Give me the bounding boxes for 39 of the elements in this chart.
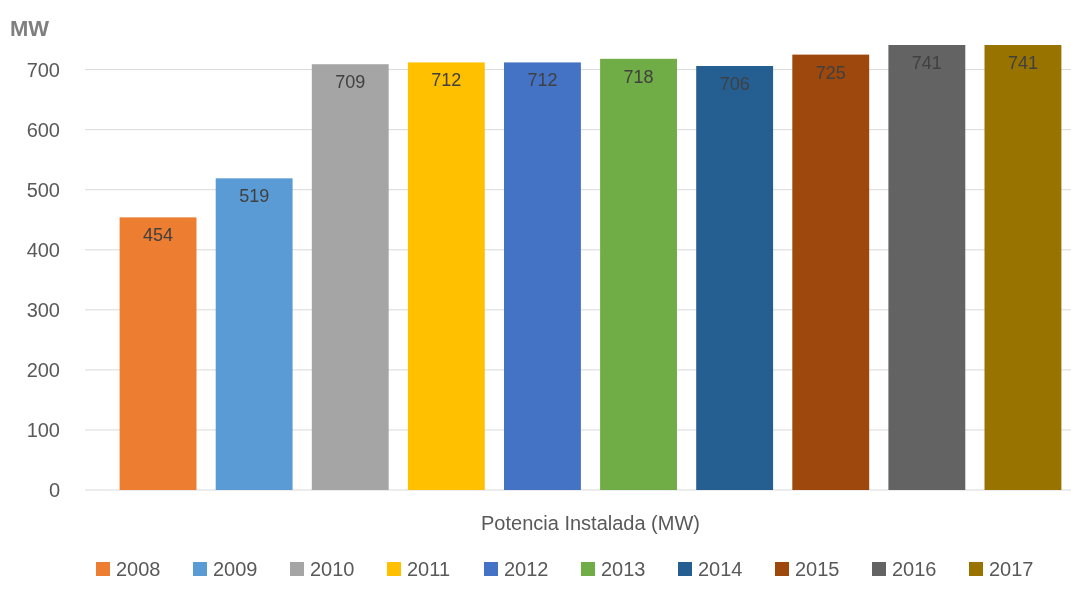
bar [792, 54, 870, 490]
data-label: 454 [143, 225, 174, 246]
data-label: 712 [431, 70, 462, 91]
y-tick-label: 300 [26, 298, 60, 321]
y-tick-label: 100 [26, 418, 60, 441]
bar [407, 62, 485, 490]
legend-label: 2015 [795, 558, 840, 580]
y-tick-label: 400 [26, 238, 60, 261]
bar [696, 66, 774, 490]
bar [215, 178, 293, 490]
y-tick-label: 500 [26, 178, 60, 201]
data-label: 725 [815, 62, 846, 83]
legend-label: 2011 [407, 558, 451, 580]
y-axis-title: MW [10, 16, 50, 41]
bar [504, 62, 581, 490]
legend-label: 2017 [989, 558, 1034, 580]
legend-label: 2016 [892, 558, 937, 580]
bar [888, 45, 966, 490]
data-label: 741 [1007, 53, 1038, 73]
x-tick-label: Potencia Instalada (MW) [481, 512, 700, 534]
bar [311, 64, 389, 490]
data-label: 718 [623, 66, 654, 87]
legend-label: 2010 [310, 558, 355, 580]
data-label: 709 [335, 72, 366, 93]
y-tick-label: 0 [48, 479, 60, 501]
y-tick-label: 200 [26, 358, 60, 381]
data-label: 706 [719, 74, 750, 95]
legend-label: 2013 [601, 558, 646, 580]
legend-label: 2009 [213, 558, 258, 580]
legend-label: 2012 [504, 558, 549, 580]
data-label: 712 [527, 70, 558, 91]
legend-label: 2008 [116, 558, 161, 580]
y-tick-label: 600 [26, 118, 60, 141]
bar [119, 217, 197, 490]
data-label: 519 [239, 186, 270, 207]
y-tick-label: 700 [26, 58, 60, 81]
bar [984, 45, 1062, 490]
legend-label: 2014 [698, 558, 743, 580]
bar [600, 58, 677, 490]
